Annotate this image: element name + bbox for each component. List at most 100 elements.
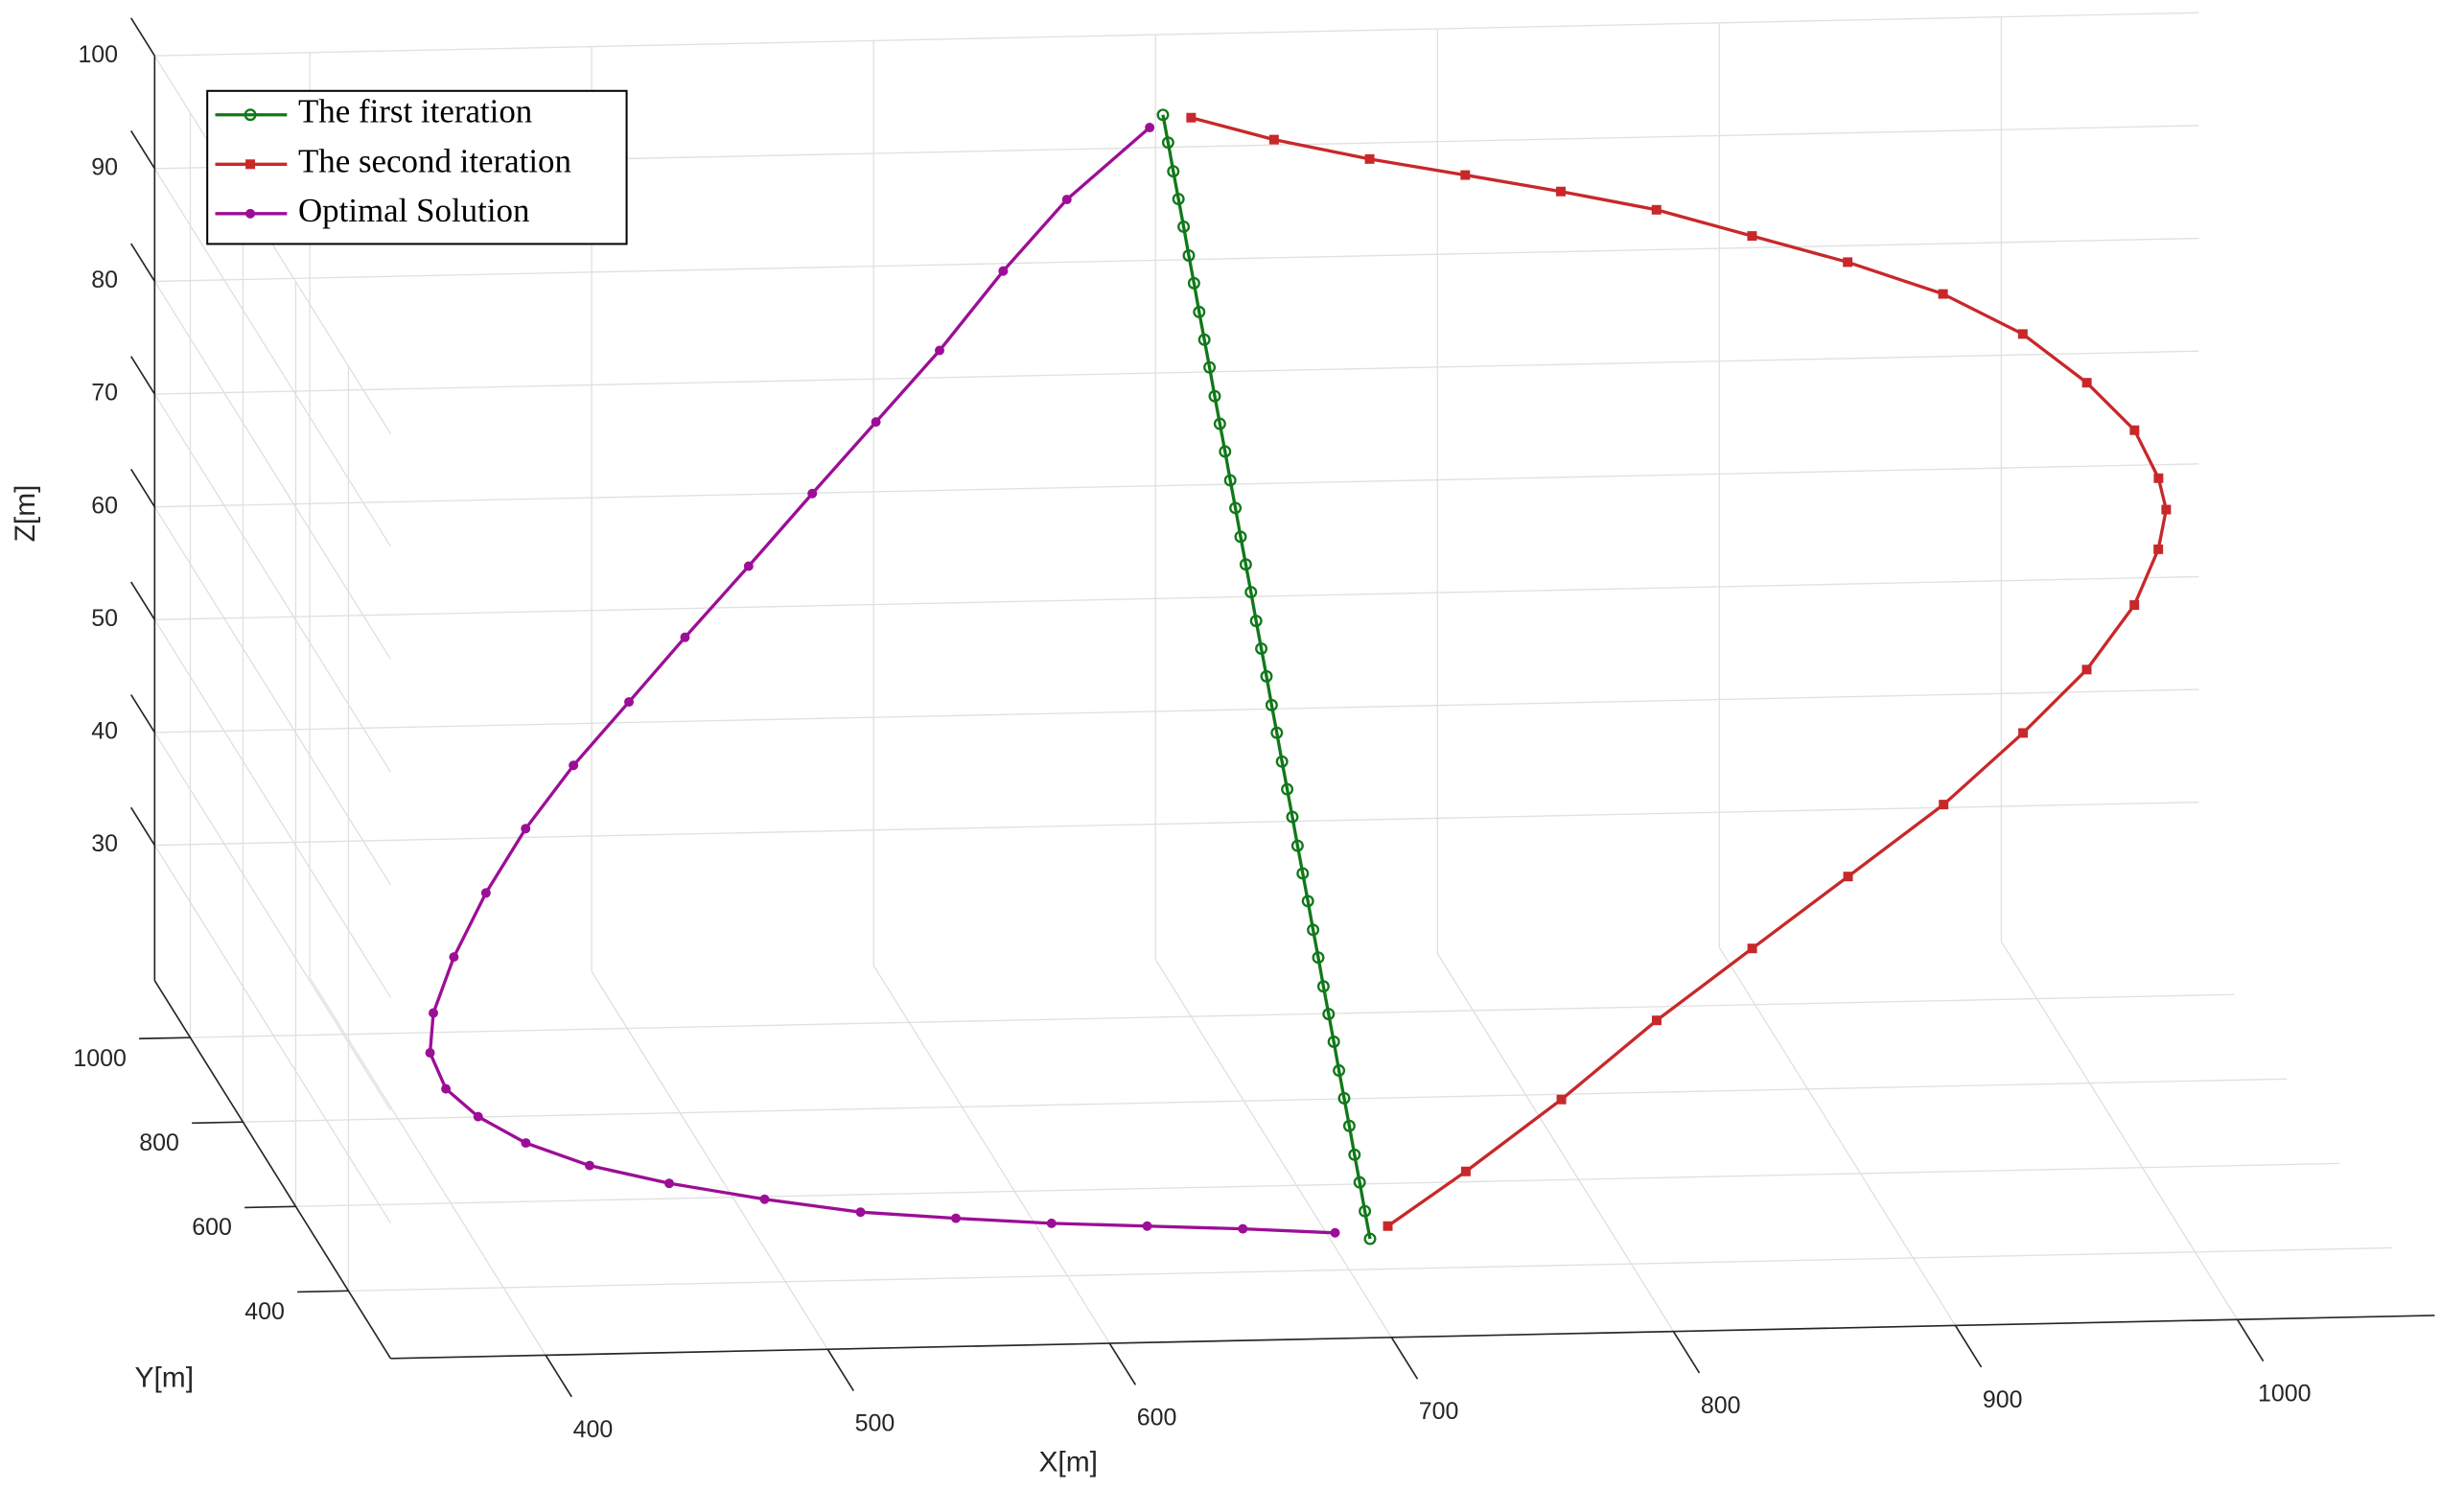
marker [1249,615,1263,628]
z-tick [129,129,156,170]
marker [1296,867,1310,880]
trajectory-line [1161,114,1372,1240]
marker [1333,1064,1346,1078]
x-tick [2236,1318,2265,1362]
z-tick-label: 40 [91,718,118,745]
marker [1229,501,1243,515]
marker [1213,417,1226,431]
grid [153,12,2393,1356]
marker [1161,136,1174,150]
grid-line [1718,946,1957,1326]
marker [1348,1148,1361,1161]
x-tick-label: 1000 [2258,1381,2311,1408]
marker [1938,289,1948,299]
marker [585,1160,594,1171]
marker [1197,333,1211,346]
grid-line [154,12,2199,57]
marker [1843,872,1853,882]
marker [1145,123,1155,133]
z-tick-label: 60 [91,492,118,519]
marker [2153,473,2164,483]
grid-line [243,1078,2288,1123]
marker [1260,669,1273,683]
z-axis-label: Z[m] [10,485,41,543]
marker [1747,943,1757,954]
grid-line [153,732,391,1111]
marker [1307,923,1320,937]
marker [1364,153,1375,164]
grid-line [154,575,2199,620]
marker [1330,1227,1340,1238]
y-tick [244,1205,296,1209]
marker [1265,698,1278,711]
legend-label: The second iteration [298,142,571,179]
marker [1290,839,1304,852]
grid-line [153,618,391,998]
marker [1061,195,1072,205]
marker [1460,1166,1471,1176]
marker [1281,782,1294,796]
x-tick-label: 400 [573,1416,614,1443]
marker [1270,726,1284,739]
marker [244,108,257,122]
y-tick-label: 800 [139,1129,179,1156]
marker [245,208,256,219]
grid-line [872,965,1110,1344]
grid-line [153,506,391,886]
marker [1239,558,1252,571]
marker [1187,276,1200,290]
marker [1651,204,1662,215]
marker [429,1008,438,1018]
x-tick [1108,1342,1137,1385]
marker [1843,257,1853,268]
x-tick [1390,1337,1419,1380]
marker [664,1178,674,1189]
marker [1556,186,1566,197]
y-tick [297,1290,349,1293]
z-tick [129,806,156,846]
marker [1234,530,1247,544]
grid-line [1436,953,1674,1332]
marker [1255,642,1268,655]
marker [624,697,635,708]
x-tick [826,1348,855,1392]
grid-line [348,1246,2393,1292]
z-tick [129,468,156,508]
z-tick-label: 70 [91,380,118,407]
marker [1337,1091,1351,1105]
trajectory-line [428,126,1336,1235]
marker [934,345,944,356]
marker [2017,329,2028,339]
marker [951,1213,961,1223]
marker [1342,1119,1356,1132]
marker [1177,220,1191,233]
marker [855,1207,866,1218]
x-axis-line [390,1315,2435,1360]
grid-line [591,970,828,1350]
grid-line [295,1162,2340,1207]
marker [2129,600,2140,610]
marker [1322,1008,1336,1021]
marker [449,952,459,963]
marker [1244,586,1258,599]
x-axis-label: X[m] [1038,1446,1098,1478]
marker [1193,305,1206,318]
x-tick-label: 800 [1701,1392,1741,1419]
z-tick-label: 30 [91,830,118,857]
marker [2161,504,2172,515]
marker [1208,389,1221,403]
y-tick-label: 600 [192,1214,232,1241]
x-tick-label: 900 [1983,1386,2023,1413]
marker [1353,1176,1366,1189]
z-tick [129,356,156,395]
marker [521,824,531,834]
marker [1316,980,1330,993]
y-axis-label: Y[m] [135,1362,195,1393]
x-tick-label: 500 [855,1410,895,1437]
x-tick [545,1354,572,1398]
z-tick-label: 80 [91,267,118,293]
z-tick [129,243,156,282]
marker [1172,193,1185,206]
